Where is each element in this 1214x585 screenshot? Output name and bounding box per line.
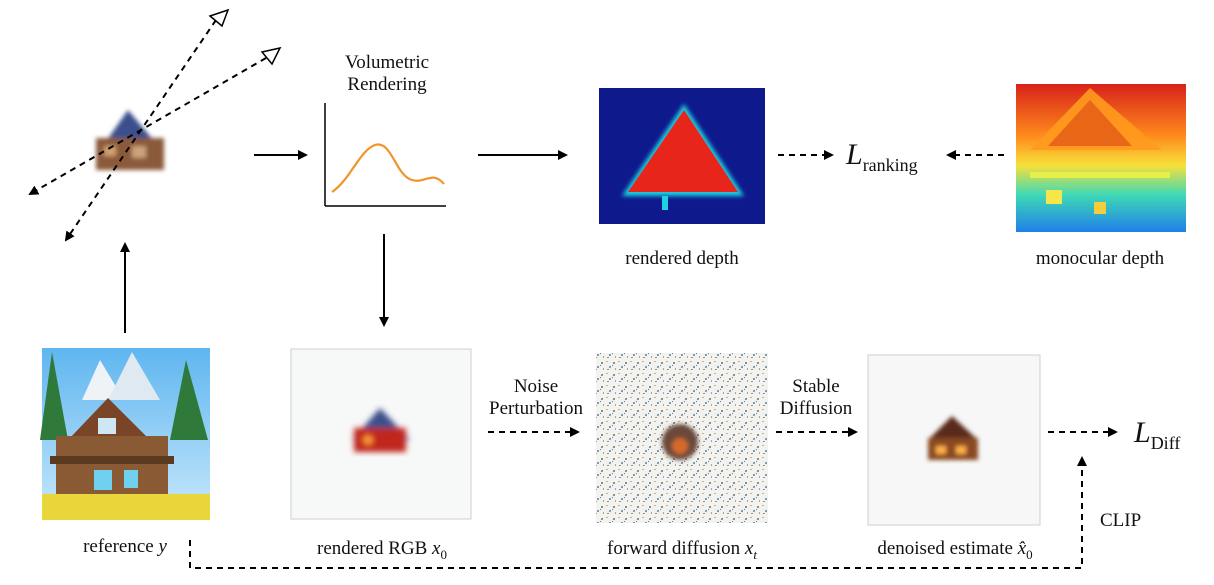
density-curve — [331, 143, 445, 193]
stable-diffusion-label: Stable Diffusion — [779, 376, 853, 419]
blurry-house-render — [96, 110, 164, 170]
volumetric-rendering-plot — [324, 103, 446, 207]
reference-image — [40, 348, 210, 520]
rendered-rgb-image — [290, 348, 472, 520]
rendered-depth-label: rendered depth — [625, 248, 739, 269]
forward-diffusion-image — [596, 353, 768, 523]
rendered-rgb-label: rendered RGB x0 — [317, 538, 447, 562]
rendered-depth-image — [599, 88, 765, 224]
ranking-loss: Lranking — [846, 138, 918, 175]
denoised-estimate-label: denoised estimate x̂0 — [877, 538, 1033, 562]
monocular-depth-label: monocular depth — [1035, 248, 1165, 269]
forward-diffusion-label: forward diffusion xt — [607, 538, 757, 562]
camera-icon-2 — [260, 46, 282, 66]
reference-label: reference y — [83, 536, 167, 557]
denoised-estimate-image — [867, 354, 1041, 526]
scene-3d — [28, 8, 282, 242]
noise-perturbation-label: Noise Perturbation — [489, 376, 583, 419]
volumetric-rendering-label: Volumetric Rendering — [344, 52, 430, 95]
monocular-depth-image — [1016, 84, 1186, 232]
clip-path — [189, 456, 1087, 569]
diff-loss: LDiff — [1134, 416, 1181, 453]
camera-icon-1 — [208, 8, 230, 28]
camera-ray-2 — [28, 57, 267, 195]
clip-label: CLIP — [1100, 510, 1142, 531]
